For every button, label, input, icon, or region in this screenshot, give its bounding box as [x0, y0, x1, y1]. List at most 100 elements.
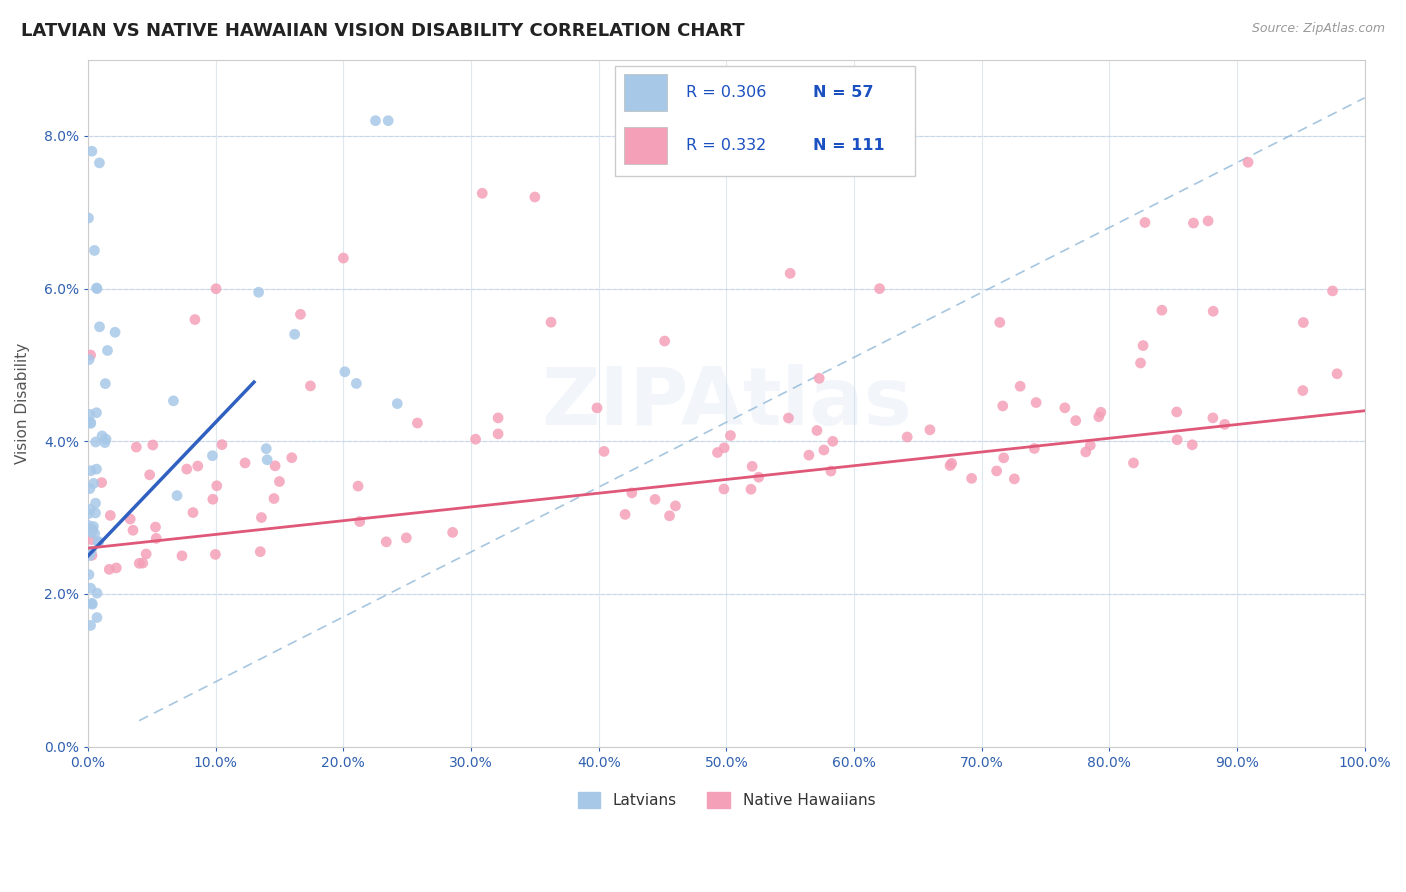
Point	[96, 343, 118, 358]
Point	[205, 479, 228, 493]
Point	[664, 499, 686, 513]
Point	[84, 506, 107, 520]
Point	[254, 442, 277, 456]
Point	[79, 502, 101, 516]
Point	[347, 479, 370, 493]
Point	[145, 532, 167, 546]
Point	[201, 492, 224, 507]
Point	[138, 467, 160, 482]
Point	[1064, 414, 1087, 428]
Point	[486, 411, 509, 425]
Point	[797, 448, 820, 462]
Text: N = 111: N = 111	[813, 138, 884, 153]
Point	[125, 440, 148, 454]
Point	[256, 452, 278, 467]
Point	[1213, 417, 1236, 432]
Point	[290, 307, 312, 321]
Point	[1182, 216, 1205, 230]
Y-axis label: Vision Disability: Vision Disability	[15, 343, 30, 464]
Point	[79, 348, 101, 362]
Point	[740, 483, 762, 497]
Point	[77, 507, 100, 521]
Point	[120, 512, 142, 526]
Point	[1326, 367, 1348, 381]
Point	[1132, 338, 1154, 352]
Point	[80, 523, 103, 537]
Point	[896, 430, 918, 444]
Point	[135, 547, 157, 561]
Point	[176, 462, 198, 476]
Point	[1024, 442, 1046, 456]
Point	[104, 326, 127, 340]
Point	[77, 518, 100, 533]
Point	[593, 444, 616, 458]
Text: Source: ZipAtlas.com: Source: ZipAtlas.com	[1251, 22, 1385, 36]
FancyBboxPatch shape	[624, 74, 668, 112]
Point	[523, 190, 546, 204]
Point	[86, 282, 108, 296]
Point	[94, 435, 117, 450]
Point	[89, 319, 111, 334]
Point	[808, 371, 831, 385]
Point	[332, 251, 354, 265]
Point	[939, 458, 962, 473]
Point	[80, 145, 103, 159]
Point	[263, 491, 285, 506]
Point	[264, 458, 287, 473]
Point	[986, 464, 1008, 478]
Point	[91, 429, 114, 443]
Point	[80, 417, 103, 431]
Point	[181, 506, 204, 520]
Point	[79, 482, 101, 496]
Point	[80, 464, 103, 478]
Point	[1322, 284, 1344, 298]
Point	[1166, 433, 1188, 447]
Point	[162, 393, 184, 408]
Point	[960, 471, 983, 485]
Point	[82, 597, 104, 611]
Point	[1202, 410, 1225, 425]
Point	[406, 416, 429, 430]
Point	[1088, 409, 1111, 424]
Point	[211, 437, 233, 451]
Point	[654, 334, 676, 348]
Text: N = 57: N = 57	[813, 85, 873, 100]
Point	[748, 470, 770, 484]
FancyBboxPatch shape	[624, 128, 668, 164]
Point	[869, 282, 891, 296]
Point	[486, 426, 509, 441]
Point	[250, 510, 273, 524]
FancyBboxPatch shape	[614, 66, 915, 176]
Point	[1078, 438, 1101, 452]
Point	[1237, 155, 1260, 169]
Point	[333, 365, 356, 379]
Point	[720, 428, 742, 442]
Point	[364, 113, 387, 128]
Point	[1025, 395, 1047, 409]
Point	[821, 434, 844, 449]
Text: LATVIAN VS NATIVE HAWAIIAN VISION DISABILITY CORRELATION CHART: LATVIAN VS NATIVE HAWAIIAN VISION DISABI…	[21, 22, 745, 40]
Point	[80, 596, 103, 610]
Point	[614, 508, 637, 522]
Point	[993, 450, 1015, 465]
Point	[706, 445, 728, 459]
Point	[1129, 356, 1152, 370]
Point	[377, 113, 399, 128]
Point	[94, 376, 117, 391]
Point	[79, 408, 101, 422]
Point	[441, 525, 464, 540]
Point	[98, 562, 121, 576]
Point	[1166, 405, 1188, 419]
Point	[1292, 384, 1315, 398]
Point	[132, 556, 155, 570]
Point	[86, 281, 108, 295]
Point	[620, 486, 643, 500]
Point	[201, 449, 224, 463]
Point	[122, 523, 145, 537]
Point	[79, 549, 101, 563]
Point	[247, 285, 270, 300]
Point	[142, 438, 165, 452]
Point	[644, 492, 666, 507]
Text: R = 0.332: R = 0.332	[686, 138, 766, 153]
Point	[349, 515, 371, 529]
